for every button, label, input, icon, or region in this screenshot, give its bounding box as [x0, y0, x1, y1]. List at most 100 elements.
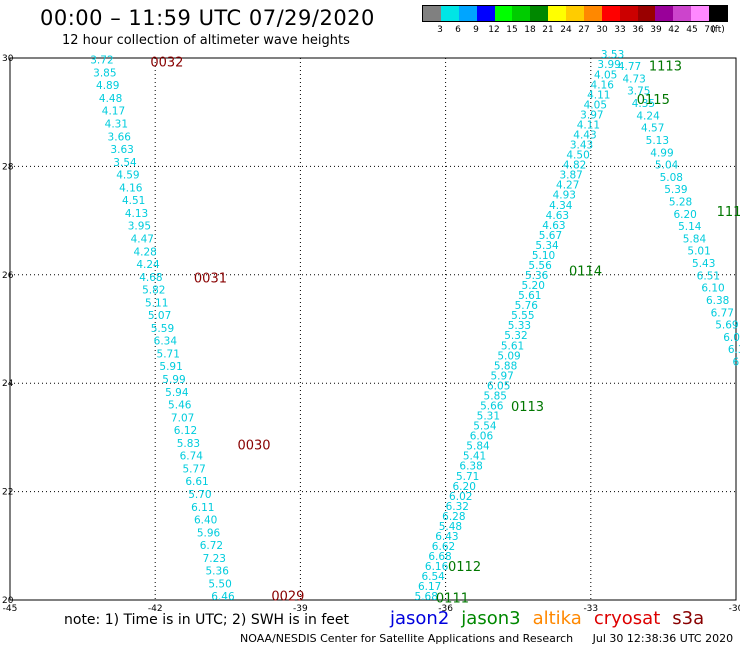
swh-data-label: 3.53 — [601, 49, 624, 61]
swh-data-label: 6.72 — [200, 540, 223, 552]
legend-swatch — [655, 6, 674, 21]
swh-data-label: 5.54 — [473, 421, 497, 433]
swh-data-label: 4.17 — [102, 106, 125, 118]
swh-data-label: 6.3 — [728, 344, 740, 356]
legend-tick-label: 18 — [524, 25, 536, 35]
swh-data-label: 6.11 — [191, 502, 214, 514]
swh-data-label: 5.20 — [522, 280, 545, 292]
legend-tick-label: 3 — [437, 25, 443, 35]
legend-swatch — [619, 6, 638, 21]
legend-tick-label: 70 — [704, 25, 716, 35]
swh-data-label: 5.84 — [683, 233, 707, 245]
time-label: 1113 — [649, 60, 682, 75]
swh-data-label: 6.0 — [723, 332, 740, 344]
time-label: 0112 — [448, 560, 481, 575]
wave-height-plot: -45-42-39-36-33-302022242628303.723.854.… — [2, 49, 740, 612]
swh-data-label: 5.10 — [532, 250, 555, 262]
swh-data-label: 3.97 — [580, 109, 603, 121]
legend-swatch — [673, 6, 692, 21]
swh-data-label: 5.61 — [501, 340, 524, 352]
mission-legend: jason2 jason3 altika cryosat s3a — [390, 608, 716, 629]
legend-tick-label: 36 — [632, 25, 644, 35]
swh-data-label: 4.11 — [587, 89, 610, 101]
swh-data-label: 4.63 — [542, 220, 565, 232]
swh-data-label: 3.43 — [570, 140, 593, 152]
legend-tick-label: 30 — [596, 25, 608, 35]
legend-swatch — [440, 6, 459, 21]
swh-data-label: 5.85 — [484, 390, 507, 402]
swh-data-label: 6.38 — [706, 295, 729, 307]
y-tick-label: 24 — [2, 379, 14, 389]
swh-data-label: 6.77 — [711, 307, 734, 319]
swh-data-label: 5.32 — [504, 330, 527, 342]
x-tick-label: -45 — [3, 604, 18, 612]
swh-data-label: 4.89 — [96, 80, 119, 92]
swh-data-label: 4.27 — [556, 180, 579, 192]
legend-tick-label: 9 — [473, 25, 479, 35]
legend-swatch — [423, 6, 441, 21]
legend-tick-label: 27 — [578, 25, 590, 35]
swh-data-label: 5.77 — [182, 463, 205, 475]
swh-data-label: 4.77 — [618, 61, 641, 73]
swh-data-label: 6.46 — [211, 591, 235, 603]
swh-data-label: 5.66 — [480, 401, 504, 413]
legend-tick-label: 15 — [506, 25, 518, 35]
swh-data-label: 5.41 — [463, 451, 486, 463]
swh-data-label: 6.02 — [449, 491, 472, 503]
swh-data-label: 6.28 — [442, 511, 465, 523]
swh-data-label: 5.48 — [439, 521, 462, 533]
legend-swatch — [548, 6, 566, 21]
swh-data-label: 3.87 — [559, 170, 582, 182]
swh-data-label: 5.94 — [165, 387, 189, 399]
legend-swatch — [458, 6, 477, 21]
x-tick-label: -33 — [583, 604, 598, 612]
swh-data-label: 5.61 — [518, 290, 541, 302]
plot-frame — [9, 57, 737, 601]
mission-cryosat: cryosat — [593, 608, 661, 629]
credit-line: NOAA/NESDIS Center for Satellite Applica… — [240, 632, 740, 645]
time-label: 0032 — [150, 55, 183, 70]
swh-data-label: 3.72 — [90, 55, 113, 67]
credit-generated: Jul 30 12:38:36 UTC 2020 — [592, 632, 734, 645]
swh-data-label: 4.24 — [636, 110, 660, 122]
swh-data-label: 4.63 — [546, 210, 569, 222]
swh-data-label: 4.47 — [131, 233, 154, 245]
mission-altika: altika — [532, 608, 582, 629]
mission-s3a: s3a — [672, 608, 705, 629]
swh-data-label: 6.74 — [180, 451, 204, 463]
swh-data-label: 6.51 — [697, 270, 720, 282]
x-tick-label: -36 — [438, 604, 453, 612]
swh-data-label: 4.24 — [136, 259, 160, 271]
swh-data-label: 4.57 — [641, 123, 664, 135]
swh-data-label: 4.99 — [650, 147, 673, 159]
swh-data-label: 3.63 — [110, 144, 133, 156]
color-legend: 3 6 9 12 15 18 21 24 27 30 33 36 39 42 45 70 (ft) — [422, 5, 728, 39]
x-tick-label: -30 — [729, 604, 740, 612]
swh-data-label: 6.20 — [453, 481, 476, 493]
swh-data-label: 6.16 — [425, 561, 449, 573]
units-note: note: 1) Time is in UTC; 2) SWH is in fe… — [64, 612, 350, 628]
swh-data-label: 5.67 — [539, 230, 562, 242]
time-label: 1114 — [717, 205, 740, 220]
swh-data-label: 5.33 — [508, 320, 531, 332]
swh-data-label: 5.56 — [528, 260, 552, 272]
swh-data-label: 5.82 — [142, 285, 165, 297]
page-subtitle: 12 hour collection of altimeter wave hei… — [62, 33, 350, 48]
swh-data-label: 4.48 — [99, 93, 122, 105]
swh-data-label: 4.11 — [577, 119, 600, 131]
time-label: 0029 — [271, 590, 304, 605]
swh-data-label: 5.31 — [477, 411, 500, 423]
legend-swatch — [709, 6, 727, 21]
time-label: 0114 — [569, 264, 602, 279]
swh-data-label: 4.82 — [563, 160, 586, 172]
legend-ticks: 3 6 9 12 15 18 21 24 27 30 33 36 39 42 45 70 (ft) — [422, 22, 728, 36]
x-tick-label: -39 — [293, 604, 308, 612]
legend-swatch — [601, 6, 620, 21]
swh-data-label: 6.17 — [418, 581, 441, 593]
swh-data-label: 6.43 — [435, 531, 458, 543]
legend-swatch — [691, 6, 709, 21]
swh-data-label: 3.66 — [108, 131, 132, 143]
swh-data-label: 4.28 — [133, 246, 156, 258]
swh-data-label: 6.32 — [446, 501, 469, 513]
swh-data-label: 6.2 — [732, 357, 740, 369]
